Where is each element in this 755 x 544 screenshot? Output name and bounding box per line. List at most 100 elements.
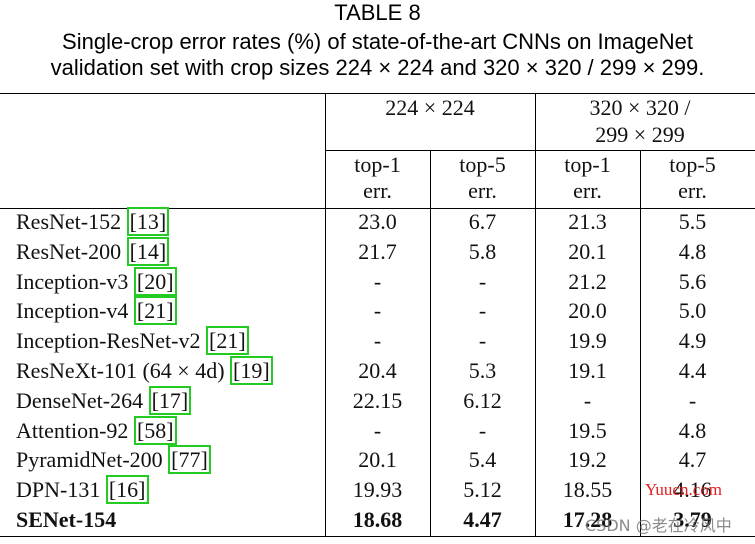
row-label: SENet-154 — [16, 507, 116, 533]
row-label: Attention-92 [58] — [16, 415, 177, 445]
cell: - — [373, 417, 382, 443]
rule — [325, 93, 326, 536]
column-header: top-1 — [354, 152, 401, 177]
row-label: DenseNet-264 [17] — [16, 385, 192, 415]
model-name: SENet-154 — [16, 507, 117, 532]
citation: [21] — [133, 296, 177, 326]
caption: Single-crop error rates (%) of state-of-… — [62, 29, 693, 54]
citation: [21] — [206, 326, 249, 356]
rule — [0, 536, 755, 537]
cell: 4.8 — [678, 417, 707, 443]
cell: 21.2 — [568, 268, 607, 294]
row-label: DPN-131 [16] — [16, 475, 149, 505]
cell: 19.9 — [568, 328, 607, 354]
cell: 5.3 — [468, 358, 497, 383]
cell: - — [478, 268, 487, 294]
citation: [58] — [133, 415, 177, 445]
cell: 5.5 — [678, 209, 707, 234]
cell: 5.0 — [678, 298, 707, 324]
cell: 4.4 — [678, 358, 707, 383]
rule — [640, 150, 641, 536]
watermark: Yuucn.com — [645, 480, 722, 499]
cell: - — [478, 417, 487, 443]
caption: validation set with crop sizes 224 × 224… — [50, 55, 705, 80]
row-label: ResNet-200 [14] — [16, 236, 170, 266]
rule — [0, 208, 755, 209]
cell: 6.7 — [468, 209, 497, 234]
model-name: ResNeXt-101 (64 × 4d) — [16, 358, 231, 383]
cell: - — [373, 328, 382, 354]
column-header: err. — [468, 178, 497, 203]
cell: 18.55 — [562, 477, 613, 503]
model-name: Attention-92 — [16, 417, 134, 443]
cell: 5.4 — [468, 447, 497, 473]
cell: - — [373, 298, 382, 324]
cell: 3.79 — [673, 507, 712, 532]
row-label: Inception-v3 [20] — [16, 266, 177, 296]
cell: 5.12 — [463, 477, 502, 503]
model-name: DenseNet-264 — [16, 387, 149, 413]
citation: [14] — [126, 236, 170, 266]
cell: 19.1 — [568, 358, 607, 383]
model-name: PyramidNet-200 — [16, 447, 169, 473]
row-label: Inception-v4 [21] — [16, 296, 177, 326]
column-header: top-1 — [564, 152, 611, 177]
rule — [535, 93, 536, 536]
cell: 20.1 — [358, 447, 397, 473]
citation: [13] — [126, 207, 170, 236]
group-header: 299 × 299 — [595, 122, 685, 147]
cell: 21.3 — [568, 209, 607, 234]
cell: 22.15 — [352, 387, 403, 413]
citation: [77] — [168, 445, 211, 475]
model-name: ResNet-200 — [16, 238, 127, 264]
model-name: Inception-ResNet-v2 — [16, 328, 206, 354]
table-label: TABLE 8 — [334, 0, 421, 25]
cell: 5.6 — [678, 268, 707, 294]
cell: 19.5 — [568, 417, 607, 443]
row-label: Inception-ResNet-v2 [21] — [16, 326, 249, 356]
rule — [325, 150, 755, 151]
cell: 19.93 — [352, 477, 403, 503]
model-name: DPN-131 — [16, 477, 106, 503]
cell: - — [688, 387, 697, 413]
cell: 20.4 — [358, 358, 397, 383]
cell: 19.2 — [568, 447, 607, 473]
cell: 23.0 — [358, 209, 397, 234]
citation: [16] — [105, 475, 149, 505]
model-name: ResNet-152 — [16, 209, 127, 234]
model-name: Inception-v4 — [16, 298, 134, 324]
cell: - — [478, 328, 487, 354]
row-label: ResNet-152 [13] — [16, 207, 170, 236]
watermark: CSDN @老在冷风中 — [585, 516, 732, 535]
column-header: err. — [678, 178, 707, 203]
column-header: top-5 — [459, 152, 506, 177]
cell: 6.12 — [463, 387, 502, 413]
cell: 4.47 — [463, 507, 502, 532]
cell: 20.1 — [568, 238, 607, 264]
citation: [20] — [133, 266, 177, 296]
group-header: 224 × 224 — [385, 95, 475, 120]
model-name: Inception-v3 — [16, 268, 134, 294]
cell: 5.8 — [468, 238, 497, 264]
column-header: err. — [573, 178, 602, 203]
cell: 17.28 — [562, 507, 613, 532]
cell: 4.9 — [678, 328, 707, 354]
rule — [0, 93, 755, 94]
column-header: err. — [363, 178, 392, 203]
cell: - — [478, 298, 487, 324]
rule — [430, 150, 431, 536]
cell: 20.0 — [568, 298, 607, 324]
cell: 18.68 — [352, 507, 403, 532]
cell: 4.7 — [678, 447, 707, 473]
row-label: ResNeXt-101 (64 × 4d) [19] — [16, 356, 273, 385]
column-header: top-5 — [669, 152, 716, 177]
group-header: 320 × 320 / — [589, 95, 691, 120]
cell: - — [583, 387, 592, 413]
cell: 4.8 — [678, 238, 707, 264]
cell: 4.16 — [673, 477, 712, 503]
citation: [19] — [230, 356, 273, 385]
cell: 21.7 — [358, 238, 397, 264]
row-label: PyramidNet-200 [77] — [16, 445, 211, 475]
cell: - — [373, 268, 382, 294]
